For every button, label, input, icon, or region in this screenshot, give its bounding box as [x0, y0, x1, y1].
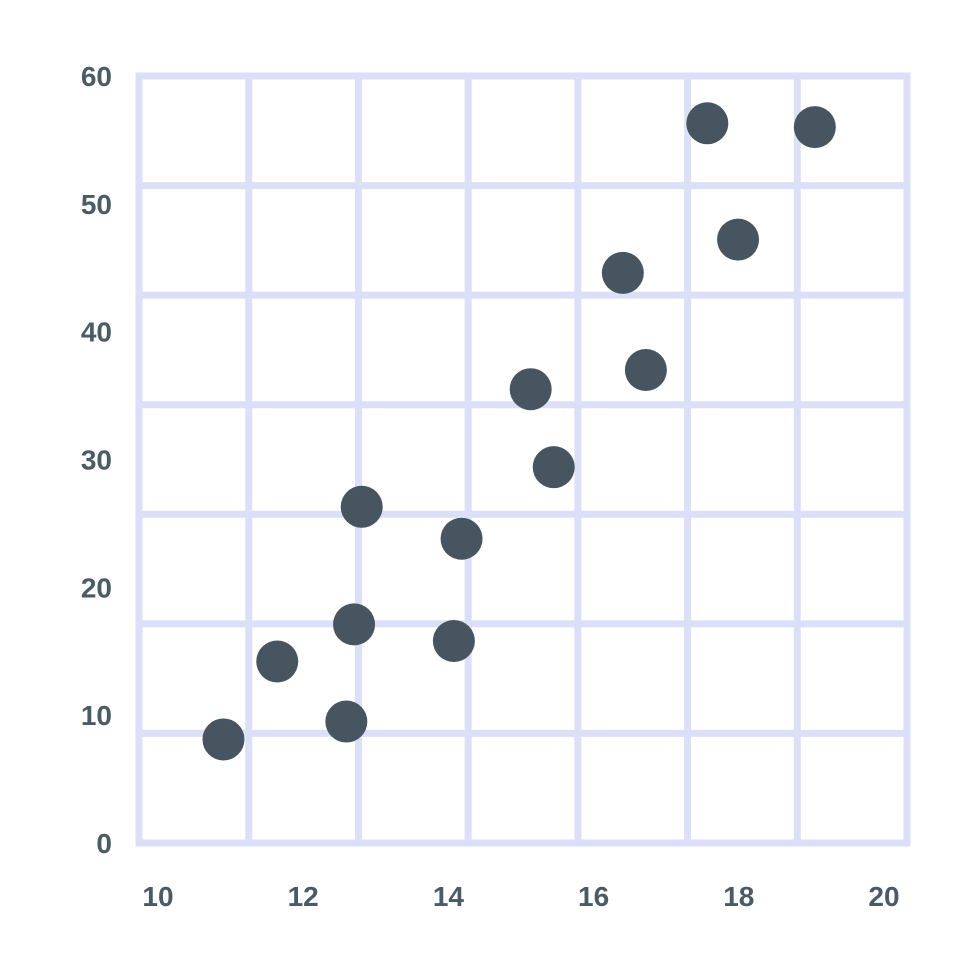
data-point [340, 485, 383, 528]
data-points [202, 102, 836, 761]
data-point [793, 106, 836, 149]
data-point [333, 603, 376, 646]
x-tick-label: 10 [142, 881, 173, 912]
data-point [717, 218, 760, 261]
y-tick-label: 20 [81, 572, 112, 603]
y-tick-label: 60 [81, 61, 112, 92]
data-point [624, 349, 667, 392]
plot-frame [135, 72, 911, 847]
data-point [256, 640, 299, 683]
y-axis-ticks: 0 10 20 30 40 50 60 [81, 61, 112, 859]
y-tick-label: 10 [81, 700, 112, 731]
data-point [440, 517, 483, 560]
x-tick-label: 14 [433, 881, 465, 912]
x-tick-label: 18 [723, 881, 754, 912]
data-point [325, 700, 368, 743]
data-point [601, 251, 644, 294]
x-axis-ticks: 10 12 14 16 18 20 [142, 881, 899, 912]
y-tick-label: 0 [96, 828, 112, 859]
x-tick-label: 16 [578, 881, 609, 912]
data-point [202, 718, 245, 761]
data-point [432, 620, 475, 663]
data-point [532, 446, 575, 489]
data-point [686, 102, 729, 145]
data-point [509, 368, 552, 411]
x-tick-label: 12 [288, 881, 319, 912]
y-tick-label: 50 [81, 189, 112, 220]
x-tick-label: 20 [868, 881, 899, 912]
y-tick-label: 30 [81, 445, 112, 476]
chart-grid [135, 72, 911, 847]
y-tick-label: 40 [81, 317, 112, 348]
